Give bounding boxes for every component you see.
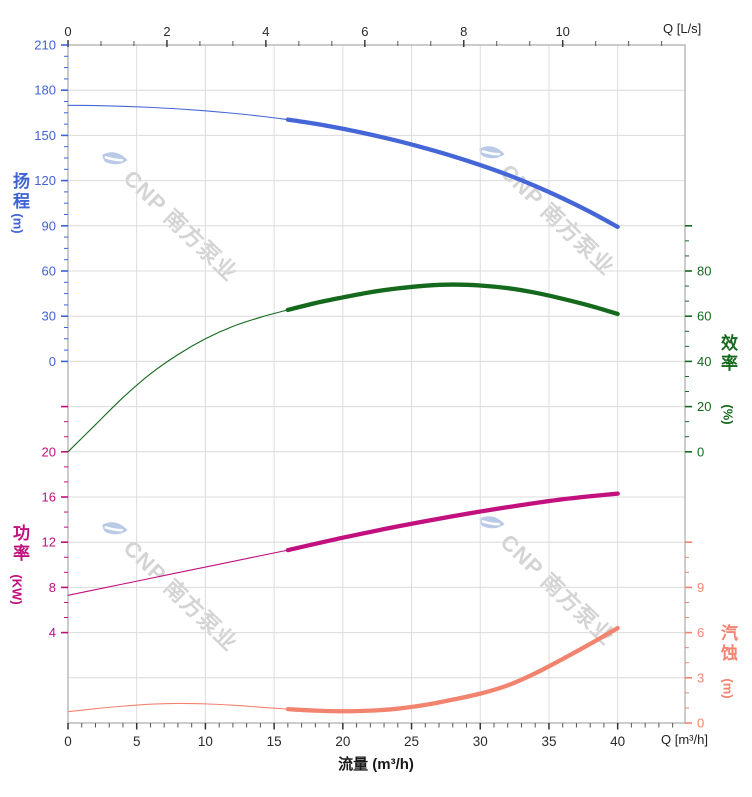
svg-text:0: 0	[64, 24, 71, 39]
top-axis-unit-label: Q [L/s]	[663, 21, 702, 36]
svg-text:6: 6	[361, 24, 368, 39]
y-axis-title-npsh: 汽蚀	[718, 624, 737, 664]
y-axis-npsh: 9 6 3 0	[685, 541, 704, 731]
series-power	[67, 491, 620, 596]
plot-border	[67, 44, 686, 724]
svg-text:8: 8	[49, 580, 56, 595]
svg-text:0: 0	[697, 716, 704, 731]
y-axis-unit-efficiency: (%)	[720, 404, 736, 425]
y-axis-unit-head: (m)	[10, 213, 26, 234]
svg-text:16: 16	[42, 490, 56, 505]
svg-text:10: 10	[198, 734, 213, 749]
svg-text:5: 5	[133, 734, 141, 749]
svg-text:80: 80	[697, 264, 711, 279]
svg-text:60: 60	[42, 264, 56, 279]
y-axis-power: 20 16 12 8 4	[42, 405, 68, 640]
svg-text:40: 40	[610, 734, 625, 749]
svg-text:8: 8	[460, 24, 467, 39]
y-axis-unit-power: (KW)	[9, 574, 25, 605]
gridlines	[68, 45, 685, 723]
svg-text:180: 180	[34, 83, 56, 98]
svg-text:6: 6	[697, 625, 704, 640]
x-axis-title: 流量 (m³/h)	[338, 756, 414, 773]
y-axis-head: 210 180 150 120 90 60 30 0	[34, 38, 68, 369]
bottom-axis-ticks: 0 5 10 15 20 25 30 35 40	[64, 723, 674, 749]
series-npsh	[67, 625, 620, 714]
y-axis-title-power: 功率	[10, 524, 29, 564]
svg-text:3: 3	[697, 670, 704, 685]
y-axis-unit-npsh: (m)	[720, 678, 736, 699]
y-axis-title-efficiency: 效率	[718, 334, 737, 374]
svg-text:20: 20	[335, 734, 350, 749]
svg-text:9: 9	[697, 580, 704, 595]
svg-text:210: 210	[34, 38, 56, 53]
bottom-axis-unit-label: Q [m³/h]	[661, 732, 708, 747]
y-axis-title-head: 扬程	[10, 172, 29, 212]
svg-text:15: 15	[267, 734, 282, 749]
svg-text:0: 0	[697, 444, 704, 459]
svg-text:40: 40	[697, 354, 711, 369]
series-efficiency	[67, 282, 620, 453]
svg-text:10: 10	[555, 24, 569, 39]
svg-text:20: 20	[42, 444, 56, 459]
svg-text:0: 0	[49, 354, 56, 369]
svg-text:4: 4	[262, 24, 269, 39]
svg-text:30: 30	[473, 734, 488, 749]
svg-text:60: 60	[697, 309, 711, 324]
svg-text:20: 20	[697, 399, 711, 414]
svg-text:12: 12	[42, 535, 56, 550]
svg-text:35: 35	[541, 734, 556, 749]
top-axis-ticks: 0 2 4 6 8 10	[64, 24, 663, 47]
svg-text:2: 2	[163, 24, 170, 39]
svg-text:25: 25	[404, 734, 419, 749]
svg-text:90: 90	[42, 218, 56, 233]
svg-text:0: 0	[64, 734, 72, 749]
svg-text:150: 150	[34, 128, 56, 143]
y-axis-efficiency: 80 60 40 20 0	[685, 225, 711, 459]
svg-text:30: 30	[42, 309, 56, 324]
svg-text:4: 4	[49, 625, 56, 640]
svg-text:120: 120	[34, 173, 56, 188]
series-head	[67, 104, 620, 230]
